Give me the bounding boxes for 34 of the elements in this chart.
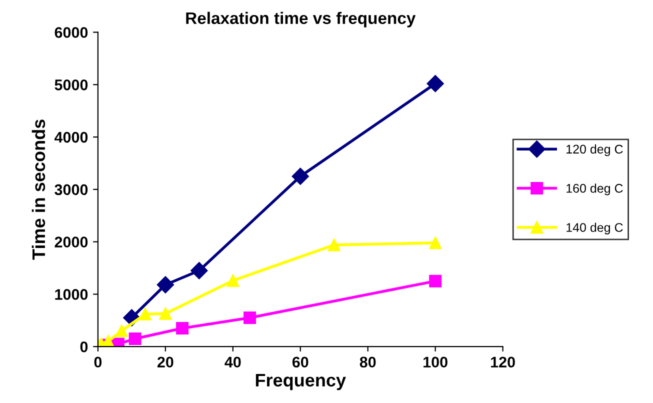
- point: [115, 324, 128, 338]
- y-tick-label: 5000: [54, 80, 88, 90]
- y-tick-label: 3000: [54, 184, 88, 196]
- point: [426, 75, 444, 92]
- y-axis-title: Time in seconds: [32, 120, 46, 260]
- point: [156, 276, 174, 294]
- x-tick-label: 40: [224, 356, 241, 368]
- y-tick-label: 2000: [54, 236, 88, 248]
- y-tick-label: 4000: [54, 132, 88, 143]
- x-tick-label: 120: [491, 356, 515, 368]
- point: [429, 236, 442, 250]
- point: [190, 262, 208, 280]
- point: [159, 307, 172, 320]
- y-tick-label: 6000: [54, 27, 88, 38]
- legend-label: 160 deg C: [566, 184, 623, 196]
- x-axis-title: Frequency: [256, 374, 346, 390]
- point: [244, 312, 256, 324]
- point: [138, 308, 152, 320]
- point: [128, 332, 142, 345]
- legend-label: 120 deg C: [566, 144, 623, 156]
- y-tick-label: 0: [80, 341, 88, 352]
- legend-label: 140 deg C: [566, 222, 623, 234]
- point: [226, 274, 240, 287]
- point: [429, 274, 442, 288]
- x-tick-label: 20: [157, 356, 174, 368]
- point: [328, 238, 340, 252]
- x-tick-label: 0: [94, 356, 102, 368]
- point: [176, 322, 189, 334]
- x-tick-label: 80: [360, 356, 376, 368]
- x-tick-label: 60: [292, 356, 308, 368]
- x-tick-label: 100: [424, 356, 448, 368]
- chart-title: Relaxation time vs frequency: [186, 12, 416, 28]
- point: [292, 168, 309, 185]
- y-tick-label: 1000: [55, 289, 88, 300]
